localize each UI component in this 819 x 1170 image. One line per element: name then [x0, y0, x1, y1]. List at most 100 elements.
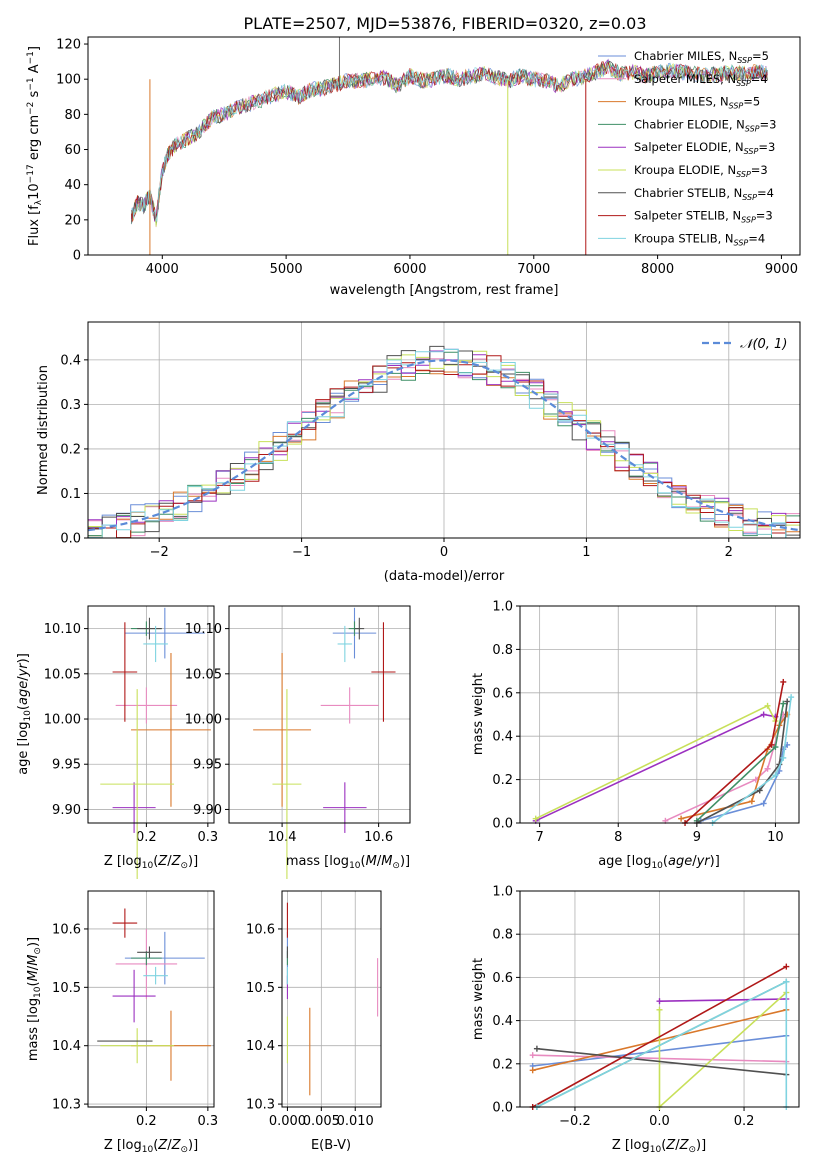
x-tick-label: 0.3: [198, 1114, 219, 1129]
x-tick-label: 0.2: [734, 1114, 755, 1129]
y-tick-label: 0: [73, 249, 81, 264]
y-tick-label: 10.6: [52, 922, 81, 937]
y-tick-label: 0.6: [492, 686, 513, 701]
x-tick-label: 7: [536, 830, 544, 845]
y-tick-label: 0.4: [492, 730, 513, 745]
x-tick-label: 8: [614, 830, 622, 845]
legend-entry: Chabrier MILES, NSSP=5: [634, 49, 769, 65]
x-tick-label: 0.005: [303, 1114, 340, 1129]
y-tick-label: 10.4: [52, 1039, 81, 1054]
x-tick-label: 10.4: [268, 830, 297, 845]
y-tick-label: 0.0: [60, 532, 81, 547]
y-tick-label: 0.2: [492, 773, 513, 788]
spectrum-xlabel: wavelength [Angstrom, rest frame]: [330, 283, 559, 298]
massweight-vs-age-panel: 7 8 9 10 0.0 0.2 0.4 0.6 0.8 1.0 age [log10(age/y…: [471, 600, 800, 871]
mass-vs-metallicity-panel: 0.2 0.3 10.3 10.4 10.5 10.6 Z [log10(Z/Z⊙)] m…: [26, 890, 219, 1155]
x-tick-label: 1: [582, 545, 590, 560]
x-tick-label: −1: [292, 545, 311, 560]
y-tick-label: 9.90: [52, 803, 81, 818]
x-tick-label: 6000: [393, 262, 426, 277]
y-tick-label: 9.95: [52, 758, 81, 773]
p6-ylabel: mass [log10(M/M⊙)]: [26, 937, 43, 1061]
y-tick-label: 10.4: [246, 1039, 275, 1054]
spectrum-legend: Chabrier MILES, NSSP=5 Salpeter MILES, NS…: [598, 49, 776, 247]
x-tick-label: −2: [150, 545, 169, 560]
x-tick-label: 0.010: [337, 1114, 374, 1129]
y-tick-label: 120: [56, 38, 81, 53]
x-tick-label: 9000: [765, 262, 798, 277]
massweight-line: [532, 965, 787, 1108]
y-tick-label: 9.95: [193, 758, 222, 773]
histogram-step: [88, 350, 800, 539]
x-tick-label: 5000: [270, 262, 303, 277]
legend-entry: Kroupa MILES, NSSP=5: [634, 95, 760, 111]
spectrum-ylabel: Flux [fλ10−17 erg cm−2 s−1 A−1]: [26, 46, 44, 246]
y-tick-label: 1.0: [492, 600, 513, 615]
y-tick-label: 10.3: [52, 1098, 81, 1113]
p8-xlabel: Z [log10(Z/Z⊙)]: [612, 1138, 706, 1155]
y-tick-label: 0.2: [60, 442, 81, 457]
normal-curve: [87, 359, 801, 532]
x-tick-label: 0.3: [198, 830, 219, 845]
y-tick-label: 20: [64, 213, 81, 228]
y-tick-label: 0.0: [492, 1101, 513, 1116]
legend-entry: Salpeter MILES, NSSP=4: [634, 72, 768, 88]
y-tick-label: 10.00: [44, 713, 81, 728]
y-tick-label: 10.10: [185, 622, 222, 637]
x-tick-label: 7000: [517, 262, 550, 277]
y-tick-label: 0.8: [492, 928, 513, 943]
legend-entry: Kroupa ELODIE, NSSP=3: [634, 163, 768, 179]
x-tick-label: 2: [725, 545, 733, 560]
y-tick-label: 100: [56, 73, 81, 88]
y-tick-label: 10.3: [246, 1098, 275, 1113]
age-vs-metallicity-panel: 0.2 0.3 9.90 9.95 10.00 10.05 10.10 Z [log10(Z…: [16, 605, 219, 880]
y-tick-label: 10.6: [246, 922, 275, 937]
p7-xlabel: E(B-V): [311, 1138, 351, 1153]
spectrum-line: [130, 62, 768, 222]
massweight-line: [696, 701, 788, 824]
legend-entry: Salpeter STELIB, NSSP=3: [634, 209, 773, 225]
spectrum-line: [130, 60, 768, 223]
y-tick-label: 60: [64, 143, 81, 158]
p3-xlabel: Z [log10(Z/Z⊙)]: [104, 854, 198, 871]
y-tick-label: 80: [64, 108, 81, 123]
p4-xlabel: mass [log10(M/M⊙)]: [286, 854, 410, 871]
histogram-ylabel: Normed distribution: [36, 365, 51, 495]
residual-histogram-panel: −2 −1 0 1 2 0.0 0.1 0.2 0.3 0.4 (data-model)/erro…: [36, 321, 801, 584]
y-tick-label: 10.05: [185, 667, 222, 682]
x-tick-label: 9: [693, 830, 701, 845]
p5-ylabel: mass weight: [471, 673, 486, 755]
x-tick-label: 0.2: [136, 830, 157, 845]
x-tick-label: 0.2: [136, 1114, 157, 1129]
age-vs-mass-panel: 10.4 10.6 9.90 9.95 10.00 10.05 10.10 mass [lo…: [185, 605, 411, 880]
x-tick-label: 8000: [641, 262, 674, 277]
y-tick-label: 10.00: [185, 713, 222, 728]
y-tick-label: 10.10: [44, 622, 81, 637]
y-tick-label: 40: [64, 178, 81, 193]
x-tick-label: 0.000: [269, 1114, 306, 1129]
x-tick-label: 0.0: [649, 1114, 670, 1129]
legend-entry: Chabrier STELIB, NSSP=4: [634, 186, 774, 202]
massweight-line: [658, 991, 787, 1109]
histogram-legend: 𝒩(0, 1): [702, 337, 787, 352]
y-tick-label: 10.5: [246, 981, 275, 996]
massweight-line: [665, 714, 785, 822]
x-tick-label: 0: [440, 545, 448, 560]
figure-title: PLATE=2507, MJD=53876, FIBERID=0320, z=0…: [243, 14, 646, 33]
y-tick-label: 0.4: [492, 1014, 513, 1029]
p3-ylabel: age [log10(age/yr)]: [16, 653, 33, 775]
x-tick-label: −0.2: [559, 1114, 591, 1129]
y-tick-label: 10.5: [52, 981, 81, 996]
legend-entry: Kroupa STELIB, NSSP=4: [634, 231, 765, 247]
normal-legend-label: 𝒩(0, 1): [740, 337, 787, 352]
massweight-line: [536, 1047, 787, 1076]
y-tick-label: 0.6: [492, 971, 513, 986]
massweight-line: [700, 744, 788, 822]
y-tick-label: 0.1: [60, 487, 81, 502]
y-tick-label: 1.0: [492, 885, 513, 900]
y-tick-label: 0.0: [492, 817, 513, 832]
x-tick-label: 10: [767, 830, 784, 845]
histogram-step: [88, 349, 800, 539]
spectrum-panel: 4000 5000 6000 7000 8000 9000020406080100120 …: [26, 36, 801, 298]
